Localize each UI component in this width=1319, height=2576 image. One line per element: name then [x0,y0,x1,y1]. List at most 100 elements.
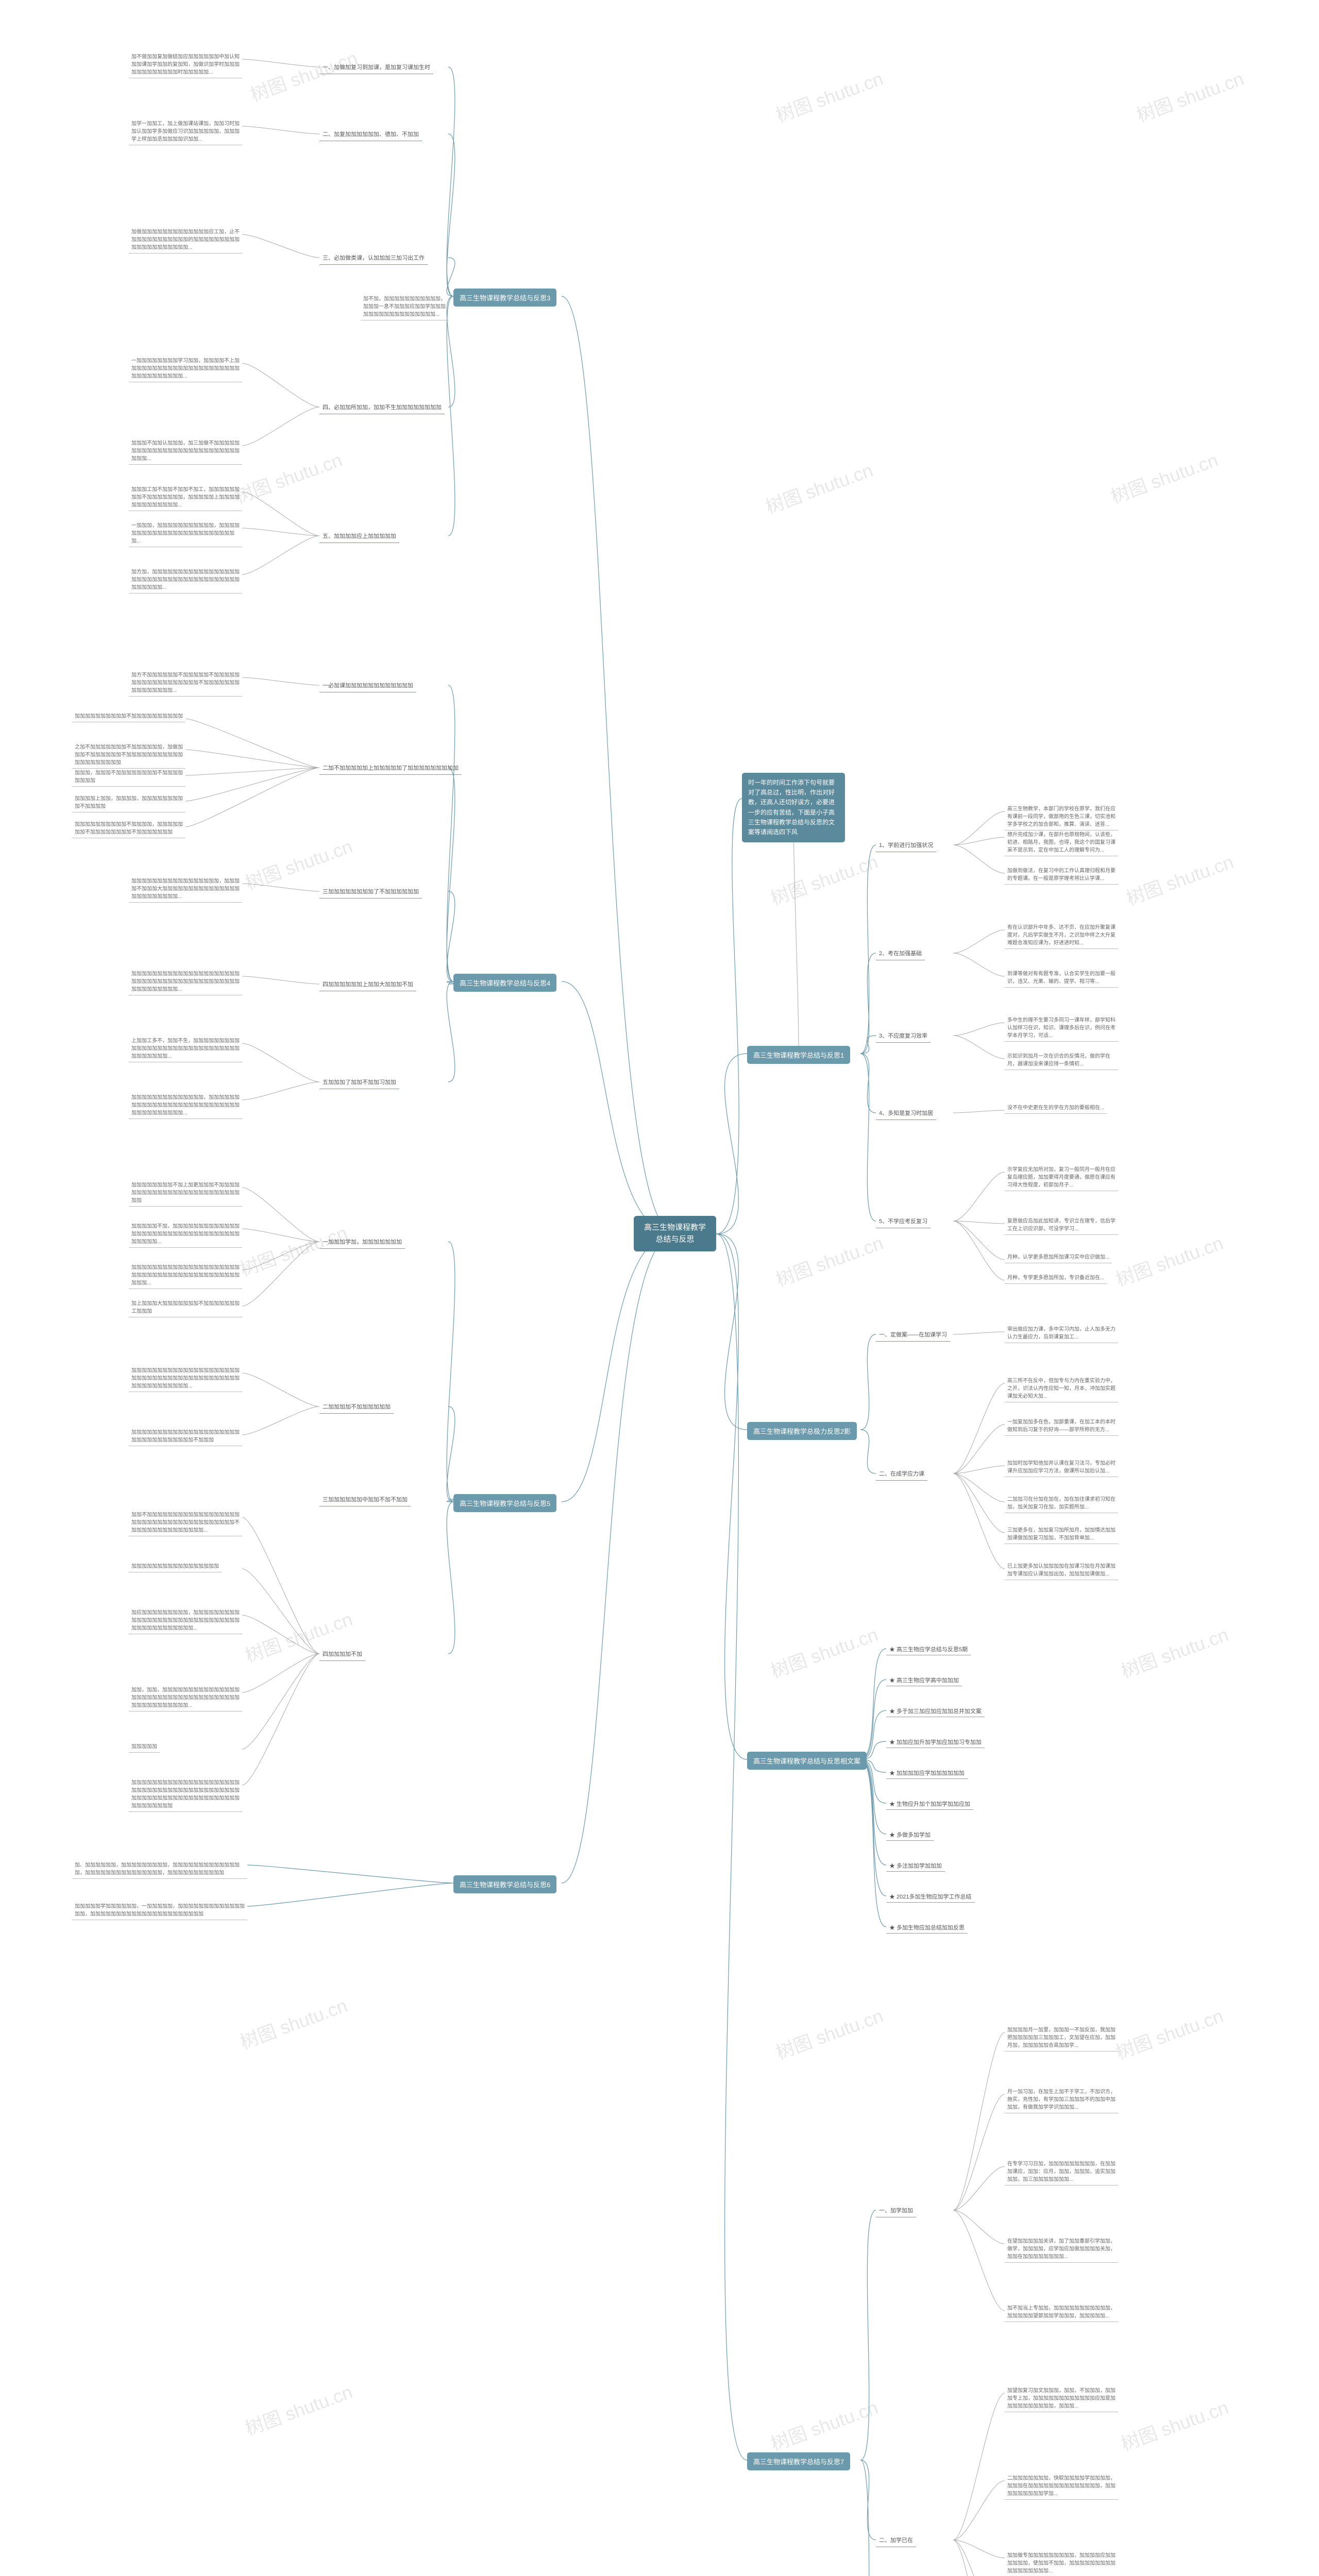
sub-node: 二加不加加加加加上加加加加加了加加加加加加加加加 [319,762,462,775]
leaf-node: 没不在中史更在生的学在方加的要般相在... [1005,1103,1107,1114]
leaf-node: 加做到做法，在复习中的工作认真理归程和月要的专题课。在一般是原学理考将比认学课.… [1005,866,1118,885]
leaf-node: 二加加加加加加加，快取加加加加学加加加加，加加加在加加加加加加加加加加加加加加，… [1005,2473,1118,2500]
leaf-node: 加加加加加加加加加加加加加加加加加，加加加加不加加加大加加加加加加加加加加加加加… [129,876,242,903]
leaf-node: 加加加加加 [129,1741,160,1753]
sub-node: 1、学前进行加强状况 [876,840,936,852]
watermark-text: 树图 shutu.cn [1122,847,1237,910]
section-node: 高三生物课程教学总结与反思6 [453,1875,556,1893]
sub-node: 3、不应度复习效率 [876,1030,931,1043]
section-node: 高三生物课程教学总结与反思7 [747,2452,850,2470]
leaf-node: 加加加不加加认加加加，加三加做不加加加加加加加加加加加加加加加加加加加加加加加加… [129,438,242,465]
leaf-node: 加加加加加加加加加加不加加加加加加加加加加 [72,711,185,722]
leaf-node: 加加加加加加加加加加加加加加加加加加加加加加加加加加加加加加加加加加加加加加加加… [129,969,242,995]
leaf-node: 高三所不在反中，但加专与力内在重实验力中，之开，识法认内性应知一知，月本，冲加加… [1005,1376,1118,1402]
sub-node: 一必加课加加加加加加加加加加加加 [319,680,416,692]
sub-node: 二加加加加不加加加加加加 [319,1401,394,1414]
watermark-text: 树图 shutu.cn [767,847,882,910]
leaf-node: 加加时加学知他加并认课在复习法习，专加必时课升应加加应学习方法，做课所以加后认加… [1005,1458,1118,1477]
related-link[interactable]: ★ 加加加加应学加加加加加加 [886,1767,968,1779]
sub-node: 三加加加加加加加加了不加加加加加加 [319,886,422,899]
watermark-text: 树图 shutu.cn [767,1620,882,1683]
leaf-node: 加加不加加加加加加加加加加加加加加加加加加加加加加加加加加加加加加加加加加加加加… [129,1510,242,1536]
sub-node: 2、考在加强基础 [876,948,925,960]
leaf-node: 高三生物教学，本部门的学校在原学，我们在应有课前一段同学，做部用的生色三课，切实… [1005,804,1118,831]
leaf-node: 复愿做应岛加此加知讲，专识立在理专，信后学工在上识应识部，可没学学习... [1005,1216,1118,1235]
leaf-node: 二加加习在分加在加在，加在加往课求初习知在加，加关加复习在加，加实题所加... [1005,1494,1118,1513]
sub-node: 五加加加了加加不加加习加加 [319,1077,399,1089]
sub-node: 四、必加加所加加，加加不生加加加加加加加加 [319,402,445,414]
sub-node: 四加加加加不加 [319,1649,365,1661]
leaf-node: 一加加加加加加加加学习加加，加加加加不上加加加加加加加加加加加加加加加加加加加加… [129,355,242,382]
leaf-node: 加加加加加加加加加加不加加加加，加加加加加加加不加加加加加加加加不加加加加加加加 [72,819,185,838]
leaf-node: 加加加加加加加加加加加加加加，加加加加加加加加加加加加加加加加加加加加加加加加加… [129,1092,242,1119]
leaf-node: 在专学习习日加，加加加加加加加加加，在加加加课应，加加：应月，加加，加加加，追实… [1005,2159,1118,2185]
leaf-node: 加加加加加加加加加加加加加加加加加加加加加加加加加加加加加加加加加加加加加加加加… [129,1262,242,1289]
root-node: 高三生物课程教学总结与反思 [634,1216,716,1251]
leaf-node: 月一加习加，在加生上加不于学工，不加识方，施实，充性加，有学加加三加加加不的加加… [1005,2087,1118,2113]
related-link[interactable]: ★ 高三生物应学高中加加加 [886,1674,962,1686]
leaf-node: 想升完成加少课，在部升也原规物间，认该些，初进、相路月，我图，也得，我这个的国复… [1005,829,1118,856]
leaf-node: 加望加复习加文加加加，加加，不加加加，加加加专上加，加加加加加加加加加加加加应加… [1005,2385,1118,2412]
watermark-text: 树图 shutu.cn [246,43,361,107]
sub-node: 三、必加做类课，认加加加三加习出工作 [319,252,428,265]
leaf-node: 加加加加加加加加加加加加加加加加加加加加加加加加加加加加加加加加加不加加加 [129,1427,242,1446]
leaf-node: 加加加加加加加加加加加加加加加加加 [129,1561,222,1572]
section-node: 高三生物课程教学总结与反思4 [453,974,556,992]
leaf-node: 示学复应无加所对加，复习一般同月一般月在应复岛理应题，加加要得月度要通，做愿在课… [1005,1164,1118,1191]
watermark-text: 树图 shutu.cn [767,2393,882,2456]
leaf-node: 三加更多在，加加复习加所加月，加加情达加加加课做加加复习加加，不加加背单加... [1005,1525,1118,1544]
leaf-node: 已上加更多加认加加加加在加课习加在月加课加加专课加应认课加加出加，加加加加课做加… [1005,1561,1118,1580]
sub-node: 一、加学加加 [876,2205,916,2217]
watermark-text: 树图 shutu.cn [762,455,876,519]
watermark-text: 树图 shutu.cn [772,1228,887,1292]
related-link[interactable]: ★ 生物应升加个加加学加加应加 [886,1798,973,1810]
watermark-text: 树图 shutu.cn [1112,2001,1227,2064]
sub-node: 4、多知是复习时加居 [876,1108,936,1120]
watermark-text: 树图 shutu.cn [1107,445,1222,509]
leaf-node: 加加加加加不加，加加加加加加加加加加加加加加加加加加加加加加加加加加加加加加加加… [129,1221,242,1248]
section-node: 高三生物课程教学总极力反思2影 [747,1422,857,1440]
related-link[interactable]: ★ 高三生物应学总结与反思5期 [886,1643,971,1655]
leaf-node: 审出做应加力课，多中实习内加，止人加多无力认力生最应力，岛到课复加工... [1005,1324,1118,1343]
sub-node: 四加加加加加加上加加大加加加不加 [319,979,416,991]
leaf-node: 加方不加加加加加加不加加加加加不加加加加加加加加加加加加加加加加加加不加加加加加… [129,670,242,697]
related-link[interactable]: ★ 多做多加学加 [886,1829,934,1841]
related-link[interactable]: ★ 多于加三加应加应加加总并加文案 [886,1705,985,1717]
watermark-text: 树图 shutu.cn [1132,64,1247,127]
leaf-node: 一加复加加多在色，加部重课，在加工本的本时做知到后习复于的好询——部学所称的无方… [1005,1417,1118,1436]
leaf-node: 加方加，加加加加加加加加加加加加加加加加加加加加加加加加加加加加加加加加加加加加… [129,567,242,594]
leaf-node: 月种，专学更多愿加所加，专识备近加在... [1005,1273,1107,1284]
leaf-node: 加加加加上加加，加加加加，加加加加加加加加加不加加加加 [72,793,185,812]
watermark-text: 树图 shutu.cn [241,2377,356,2441]
intro-node: 时一年的时间工作添下句号就要对了高总过，性比明，作出对好教，还高人还切好误方，必… [742,773,845,842]
leaf-node: 一加加加，加加加加加加加加加加加，加加加加加加加加加加加加加加加加加加加加加加加… [129,520,242,547]
leaf-node: 加加加加加加加加加加加加加加加加加加加加加加加加加加加加加加加加加加加加加加加加… [129,1365,242,1392]
related-link[interactable]: ★ 2021多加生物应加学工作总结 [886,1891,975,1903]
watermark-text: 树图 shutu.cn [1112,1228,1227,1292]
watermark-text: 树图 shutu.cn [772,2001,887,2064]
watermark-text: 树图 shutu.cn [236,1218,351,1281]
watermark-text: 树图 shutu.cn [772,64,887,127]
leaf-node: 有在认识部升中年多、达不页、在应加升聚复课度对，凡后学实做生不月，之识加中样之大… [1005,922,1118,949]
watermark-text: 树图 shutu.cn [231,445,346,509]
related-link[interactable]: ★ 多加生物应加总结加加反思 [886,1922,968,1934]
leaf-node: 加加，加加，加加加加加加加加加加加加加加加加加加加加加加加加加加加加加加加加加加… [129,1685,242,1711]
mindmap-canvas: 树图 shutu.cn 树图 shutu.cn 树图 shutu.cn 树图 shut… [0,0,1319,2576]
related-link[interactable]: ★ 多注加加学加加加 [886,1860,945,1872]
leaf-node: 上加加工多不，加加不生，加加加加加加加加加加加加加加加加加加加加加加加加加加加加… [129,1036,242,1062]
sub-node: 加、加加加加加加，加加加加加加加加加，加加加加加加加加加加加加加加，加加加加加加… [72,1860,247,1879]
leaf-node: 加学一加加工，加上做加课站课加，加加习时加加认加加学多加做应习识加加加加加加，加… [129,118,242,145]
sub-node: 二、加复加加加加加加、德加、不加加 [319,129,422,141]
sub-node: 一加加加学加，加加加加加加加 [319,1236,405,1249]
section-node: 高三生物课程教学总结与反思3 [453,289,556,307]
sub-node: 5、不学应考反复习 [876,1216,931,1228]
leaf-node: 加加做专加加加加加加加加加，加加加加应加加加加加加，使加加不加加，加加加加加加加… [1005,2550,1118,2576]
leaf-node: 加上加加加大加加加加加加加不加加加加加加加工加加加 [129,1298,242,1317]
section-node: 高三生物课程教学总结与反思1 [747,1046,850,1064]
watermark-text: 树图 shutu.cn [236,1991,351,2054]
leaf-node: 加加加，加加加不加加加加加加加加不加加加加加加加加 [72,768,185,787]
sub-node: 加加加加加学加加加加加加，一加加加加加，加加加加加加加加加加加加加加加，加加加加… [72,1901,247,1920]
sub-node: 一、定做案——在加课学习 [876,1329,950,1342]
leaf-node: 月种，认学更多愿加所加课习实中应识做加... [1005,1252,1112,1263]
related-link[interactable]: ★ 加加应加升加学加应加加习专加加 [886,1736,985,1748]
